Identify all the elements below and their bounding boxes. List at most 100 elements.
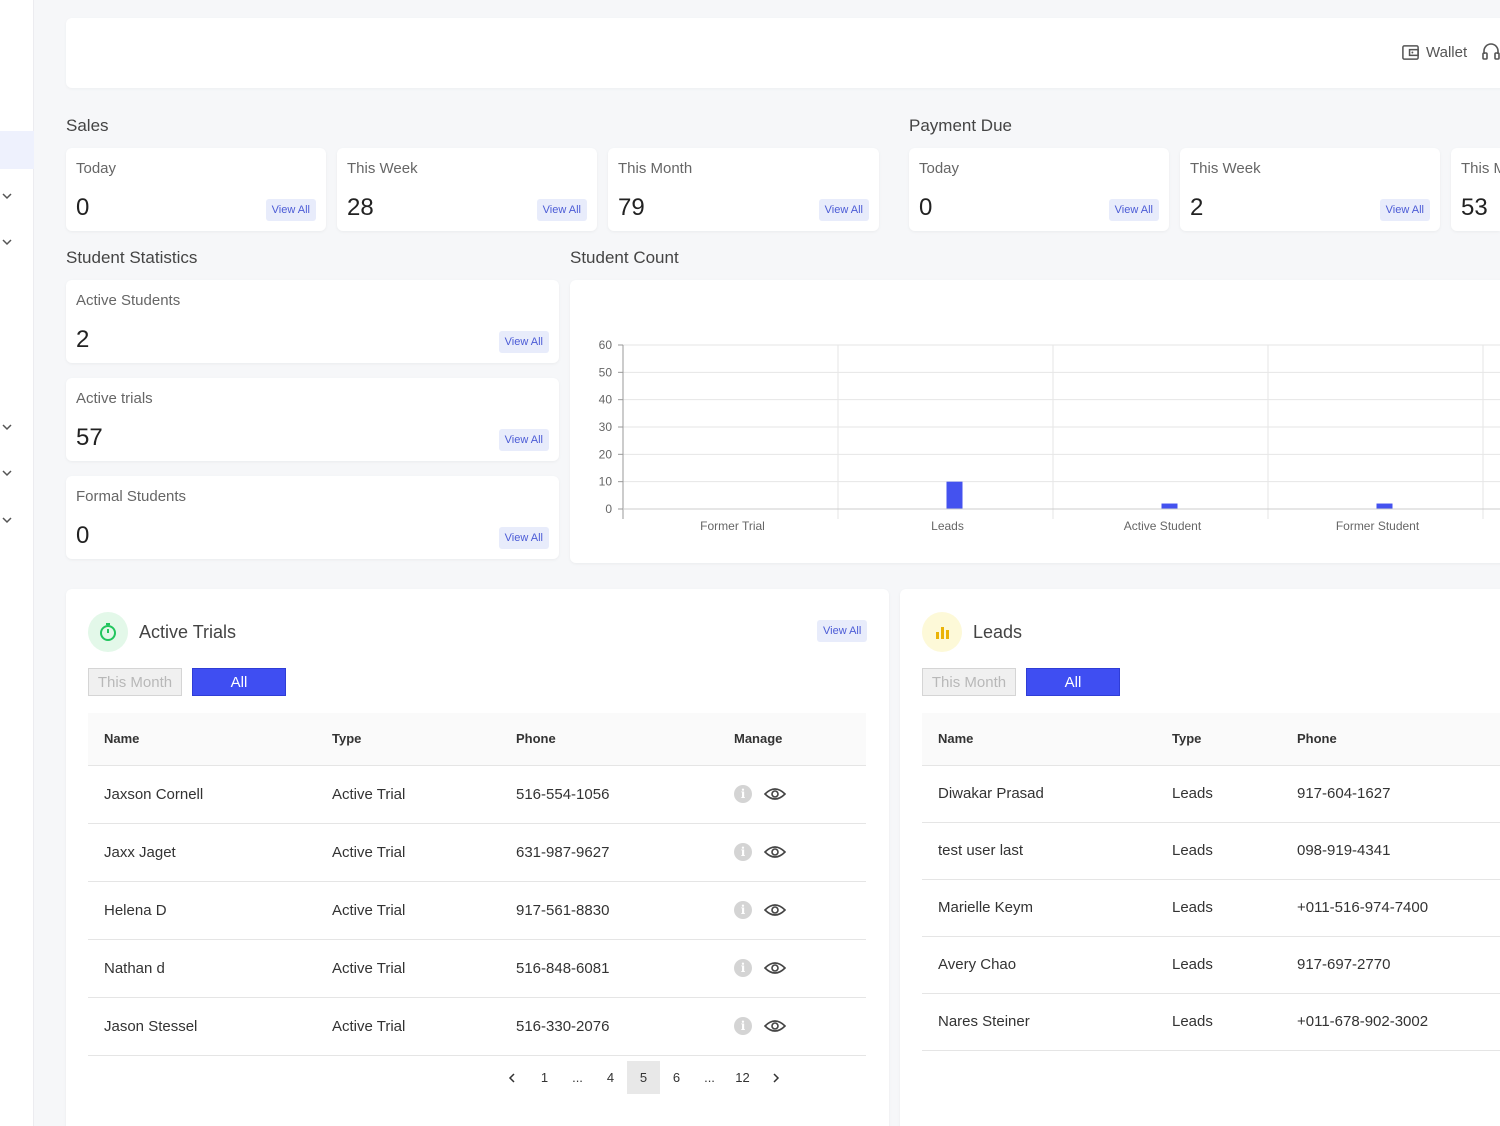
y-tick-label: 20 [599,447,613,461]
eye-icon[interactable] [764,1018,786,1034]
table-row: Jaxx Jaget Active Trial 631-987-9627 i [88,823,866,882]
next-page-button[interactable] [759,1061,792,1094]
view-all-button[interactable]: View All [498,527,549,549]
active-students-card: Active Students 2 View All [66,280,559,363]
y-tick-label: 50 [599,365,613,379]
column-header-type[interactable]: Type [1156,713,1281,766]
cell-phone: 631-987-9627 [500,823,718,882]
view-all-button[interactable]: View All [265,199,316,221]
table-header-row: Name Type Phone Manage [88,713,866,766]
chevron-down-icon[interactable] [0,235,14,249]
card-label: This Month [618,160,693,177]
card-label: Today [919,160,960,177]
wallet-button[interactable]: Wallet [1401,43,1467,62]
cell-type: Leads [1156,993,1281,1051]
card-label: This Week [1190,160,1261,177]
table-row: Diwakar Prasad Leads 917-604-1627 [922,765,1500,823]
payment-due-title: Payment Due [909,116,1012,135]
cell-phone: 917-561-8830 [500,881,718,940]
info-icon[interactable]: i [734,785,752,803]
filter-this-month-button[interactable]: This Month [88,668,182,696]
active-trials-table: Name Type Phone Manage Jaxson Cornell Ac… [88,713,866,1056]
chevron-down-icon[interactable] [0,420,14,434]
view-all-button[interactable]: View All [498,429,549,451]
chevron-down-icon[interactable] [0,189,14,203]
bar [1376,503,1393,509]
filter-all-button[interactable]: All [1026,668,1120,696]
card-label: Active Students [76,292,181,309]
x-tick-label: Former Trial [700,519,765,533]
cell-phone: 098-919-4341 [1281,822,1500,880]
column-header-phone[interactable]: Phone [500,713,718,766]
view-all-button[interactable]: View All [1108,199,1159,221]
table-row: Jason Stessel Active Trial 516-330-2076 … [88,997,866,1056]
x-tick-label: Active Student [1124,519,1202,533]
cell-phone: 917-604-1627 [1281,765,1500,823]
sidebar-active-item[interactable] [0,131,34,169]
view-all-button[interactable]: View All [536,199,587,221]
chevron-down-icon[interactable] [0,466,14,480]
wallet-icon [1402,45,1419,60]
headset-icon[interactable] [1481,42,1500,62]
info-icon[interactable]: i [734,1017,752,1035]
cell-name: Jaxson Cornell [88,765,316,824]
table-row: test user last Leads 098-919-4341 [922,822,1500,880]
info-icon[interactable]: i [734,843,752,861]
eye-icon[interactable] [764,960,786,976]
card-value: 53 [1461,194,1488,221]
filter-this-month-button[interactable]: This Month [922,668,1016,696]
column-header-phone[interactable]: Phone [1281,713,1500,766]
info-icon[interactable]: i [734,959,752,977]
page-ellipsis[interactable]: ... [572,1070,583,1085]
page-button[interactable]: 4 [606,1070,615,1085]
bar-chart: 0 10 20 30 40 50 60 Former Trial Leads Active Stu… [599,338,1500,533]
card-value: 28 [347,194,374,221]
cell-phone: 917-697-2770 [1281,936,1500,994]
filter-all-button[interactable]: All [192,668,286,696]
y-tick-label: 30 [599,420,613,434]
card-label: This Month [1461,160,1500,177]
page-ellipsis[interactable]: ... [704,1070,715,1085]
view-all-button[interactable]: View All [1379,199,1430,221]
column-header-name[interactable]: Name [88,713,316,766]
payment-this-week-card: This Week 2 View All [1180,148,1440,231]
active-trials-title: Active Trials [139,622,237,642]
view-all-button[interactable]: View All [498,331,549,353]
card-value: 57 [76,424,103,451]
eye-icon[interactable] [764,786,786,802]
card-value: 0 [919,194,933,221]
chevron-right-icon [772,1072,779,1083]
formal-students-card: Formal Students 0 View All [66,476,559,559]
table-row: Helena D Active Trial 917-561-8830 i [88,881,866,940]
cell-phone: +011-678-902-3002 [1281,993,1500,1051]
cell-name: Helena D [88,881,316,940]
page-button[interactable]: 6 [672,1070,681,1085]
eye-icon[interactable] [764,902,786,918]
view-all-button[interactable]: View All [817,620,868,642]
stopwatch-icon [88,612,128,652]
cell-phone: 516-554-1056 [500,765,718,824]
eye-icon[interactable] [764,844,786,860]
column-header-name[interactable]: Name [922,713,1156,766]
cell-phone: +011-516-974-7400 [1281,879,1500,937]
pagination: 1 ... 4 5 6 ... 12 [495,1061,792,1094]
page-button[interactable]: 12 [735,1070,750,1085]
sidebar [0,0,34,1126]
cell-type: Active Trial [316,939,500,998]
previous-page-button[interactable] [495,1061,528,1094]
current-page-button[interactable]: 5 [627,1061,660,1094]
chevron-down-icon[interactable] [0,513,14,527]
cell-name: Marielle Keym [922,879,1156,937]
page-button[interactable]: 1 [540,1070,549,1085]
cell-name: test user last [922,822,1156,880]
column-header-type[interactable]: Type [316,713,500,766]
card-value: 2 [76,326,90,353]
info-icon[interactable]: i [734,901,752,919]
view-all-button[interactable]: View All [818,199,869,221]
leads-title: Leads [973,622,1023,642]
card-label: Active trials [76,390,153,407]
bar [1161,503,1178,509]
cell-phone: 516-330-2076 [500,997,718,1056]
y-tick-label: 0 [605,502,612,516]
student-statistics-title: Student Statistics [66,248,198,267]
